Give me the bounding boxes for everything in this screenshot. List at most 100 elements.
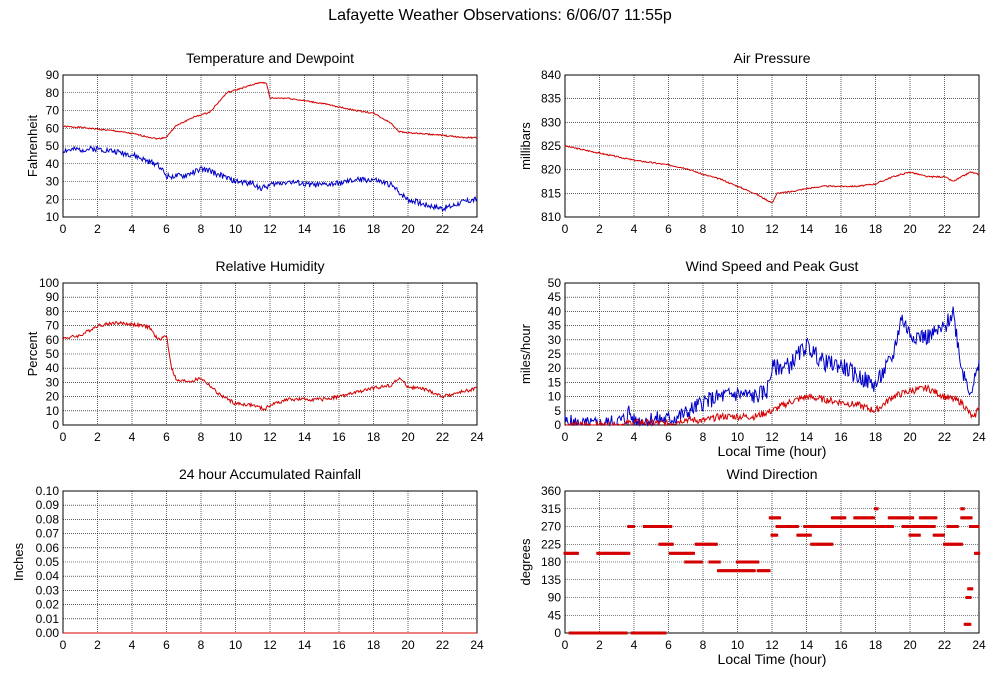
series-points <box>563 507 981 635</box>
data-point <box>789 525 793 528</box>
y-tick-label: 0.05 <box>36 555 60 569</box>
x-tick-label: 10 <box>229 430 243 444</box>
data-point <box>788 525 792 528</box>
data-point <box>616 551 620 555</box>
x-tick-label: 20 <box>401 222 415 236</box>
y-tick-label: 10 <box>46 210 60 224</box>
data-point <box>828 542 832 546</box>
data-point <box>833 516 837 520</box>
data-point <box>906 516 910 520</box>
y-tick-label: 0.02 <box>36 598 60 612</box>
data-point <box>827 525 831 528</box>
data-point <box>687 560 691 564</box>
data-point <box>613 631 617 635</box>
data-point <box>613 551 617 555</box>
data-point <box>773 533 777 537</box>
data-point <box>918 525 922 528</box>
data-point <box>801 533 805 537</box>
data-point <box>857 516 861 520</box>
data-point <box>932 525 936 528</box>
x-tick-label: 18 <box>367 638 381 652</box>
data-point <box>655 631 659 635</box>
data-point <box>965 596 969 599</box>
x-tick-label: 4 <box>129 638 136 652</box>
data-point <box>692 560 696 564</box>
data-point <box>587 631 591 635</box>
data-point <box>870 516 874 520</box>
data-point <box>693 560 697 564</box>
data-point <box>571 551 575 555</box>
data-point <box>843 516 847 520</box>
data-point <box>604 551 608 555</box>
data-point <box>767 569 771 573</box>
chart-title: Air Pressure <box>733 50 810 66</box>
data-point <box>664 542 668 546</box>
data-point <box>859 525 863 528</box>
data-point <box>575 551 579 555</box>
data-point <box>844 525 848 528</box>
x-tick-label: 16 <box>332 638 346 652</box>
x-axis-label: Local Time (hour) <box>718 443 827 459</box>
data-point <box>836 525 840 528</box>
data-point <box>565 551 569 555</box>
x-tick-label: 18 <box>869 638 883 652</box>
data-point <box>832 516 836 520</box>
data-point <box>825 525 829 528</box>
data-point <box>773 516 777 520</box>
plot-frame <box>62 282 478 426</box>
data-point <box>607 551 611 555</box>
data-point <box>926 516 930 520</box>
data-point <box>661 631 665 635</box>
x-tick-label: 6 <box>163 430 170 444</box>
data-point <box>741 569 745 573</box>
data-point <box>807 533 811 537</box>
chart-title: Wind Direction <box>726 466 817 482</box>
data-point <box>649 631 653 635</box>
data-point <box>743 569 747 573</box>
data-point <box>830 542 834 546</box>
x-tick-label: 4 <box>129 430 136 444</box>
data-point <box>635 631 639 635</box>
data-point <box>707 542 711 546</box>
data-point <box>624 631 628 635</box>
y-tick-label: 270 <box>541 520 561 534</box>
data-point <box>840 516 844 520</box>
data-point <box>938 533 942 537</box>
x-tick-label: 24 <box>972 430 986 444</box>
data-point <box>876 525 880 528</box>
y-tick-label: 10 <box>46 404 60 418</box>
data-point <box>932 533 936 537</box>
data-point <box>627 525 631 528</box>
x-tick-label: 16 <box>834 430 848 444</box>
data-point <box>954 525 958 528</box>
data-point <box>596 631 600 635</box>
data-point <box>865 525 869 528</box>
data-point <box>883 525 887 528</box>
data-point <box>900 516 904 520</box>
data-point <box>610 551 614 555</box>
x-tick-label: 22 <box>436 638 450 652</box>
data-point <box>794 525 798 528</box>
y-tick-label: 0 <box>554 418 561 432</box>
data-point <box>842 525 846 528</box>
data-point <box>615 631 619 635</box>
data-point <box>692 551 696 555</box>
data-point <box>644 631 648 635</box>
data-point <box>732 569 736 573</box>
data-point <box>961 516 965 520</box>
data-point <box>941 533 945 537</box>
data-point <box>951 525 955 528</box>
data-point <box>568 631 572 635</box>
data-point <box>834 525 838 528</box>
data-point <box>875 507 879 511</box>
data-point <box>965 622 969 626</box>
data-point <box>814 525 818 528</box>
chart-title: 24 hour Accumulated Rainfall <box>179 466 361 482</box>
data-point <box>657 631 661 635</box>
data-point <box>783 525 787 528</box>
data-point <box>946 525 950 528</box>
x-tick-label: 22 <box>938 430 952 444</box>
data-point <box>975 551 979 555</box>
data-point <box>641 631 645 635</box>
